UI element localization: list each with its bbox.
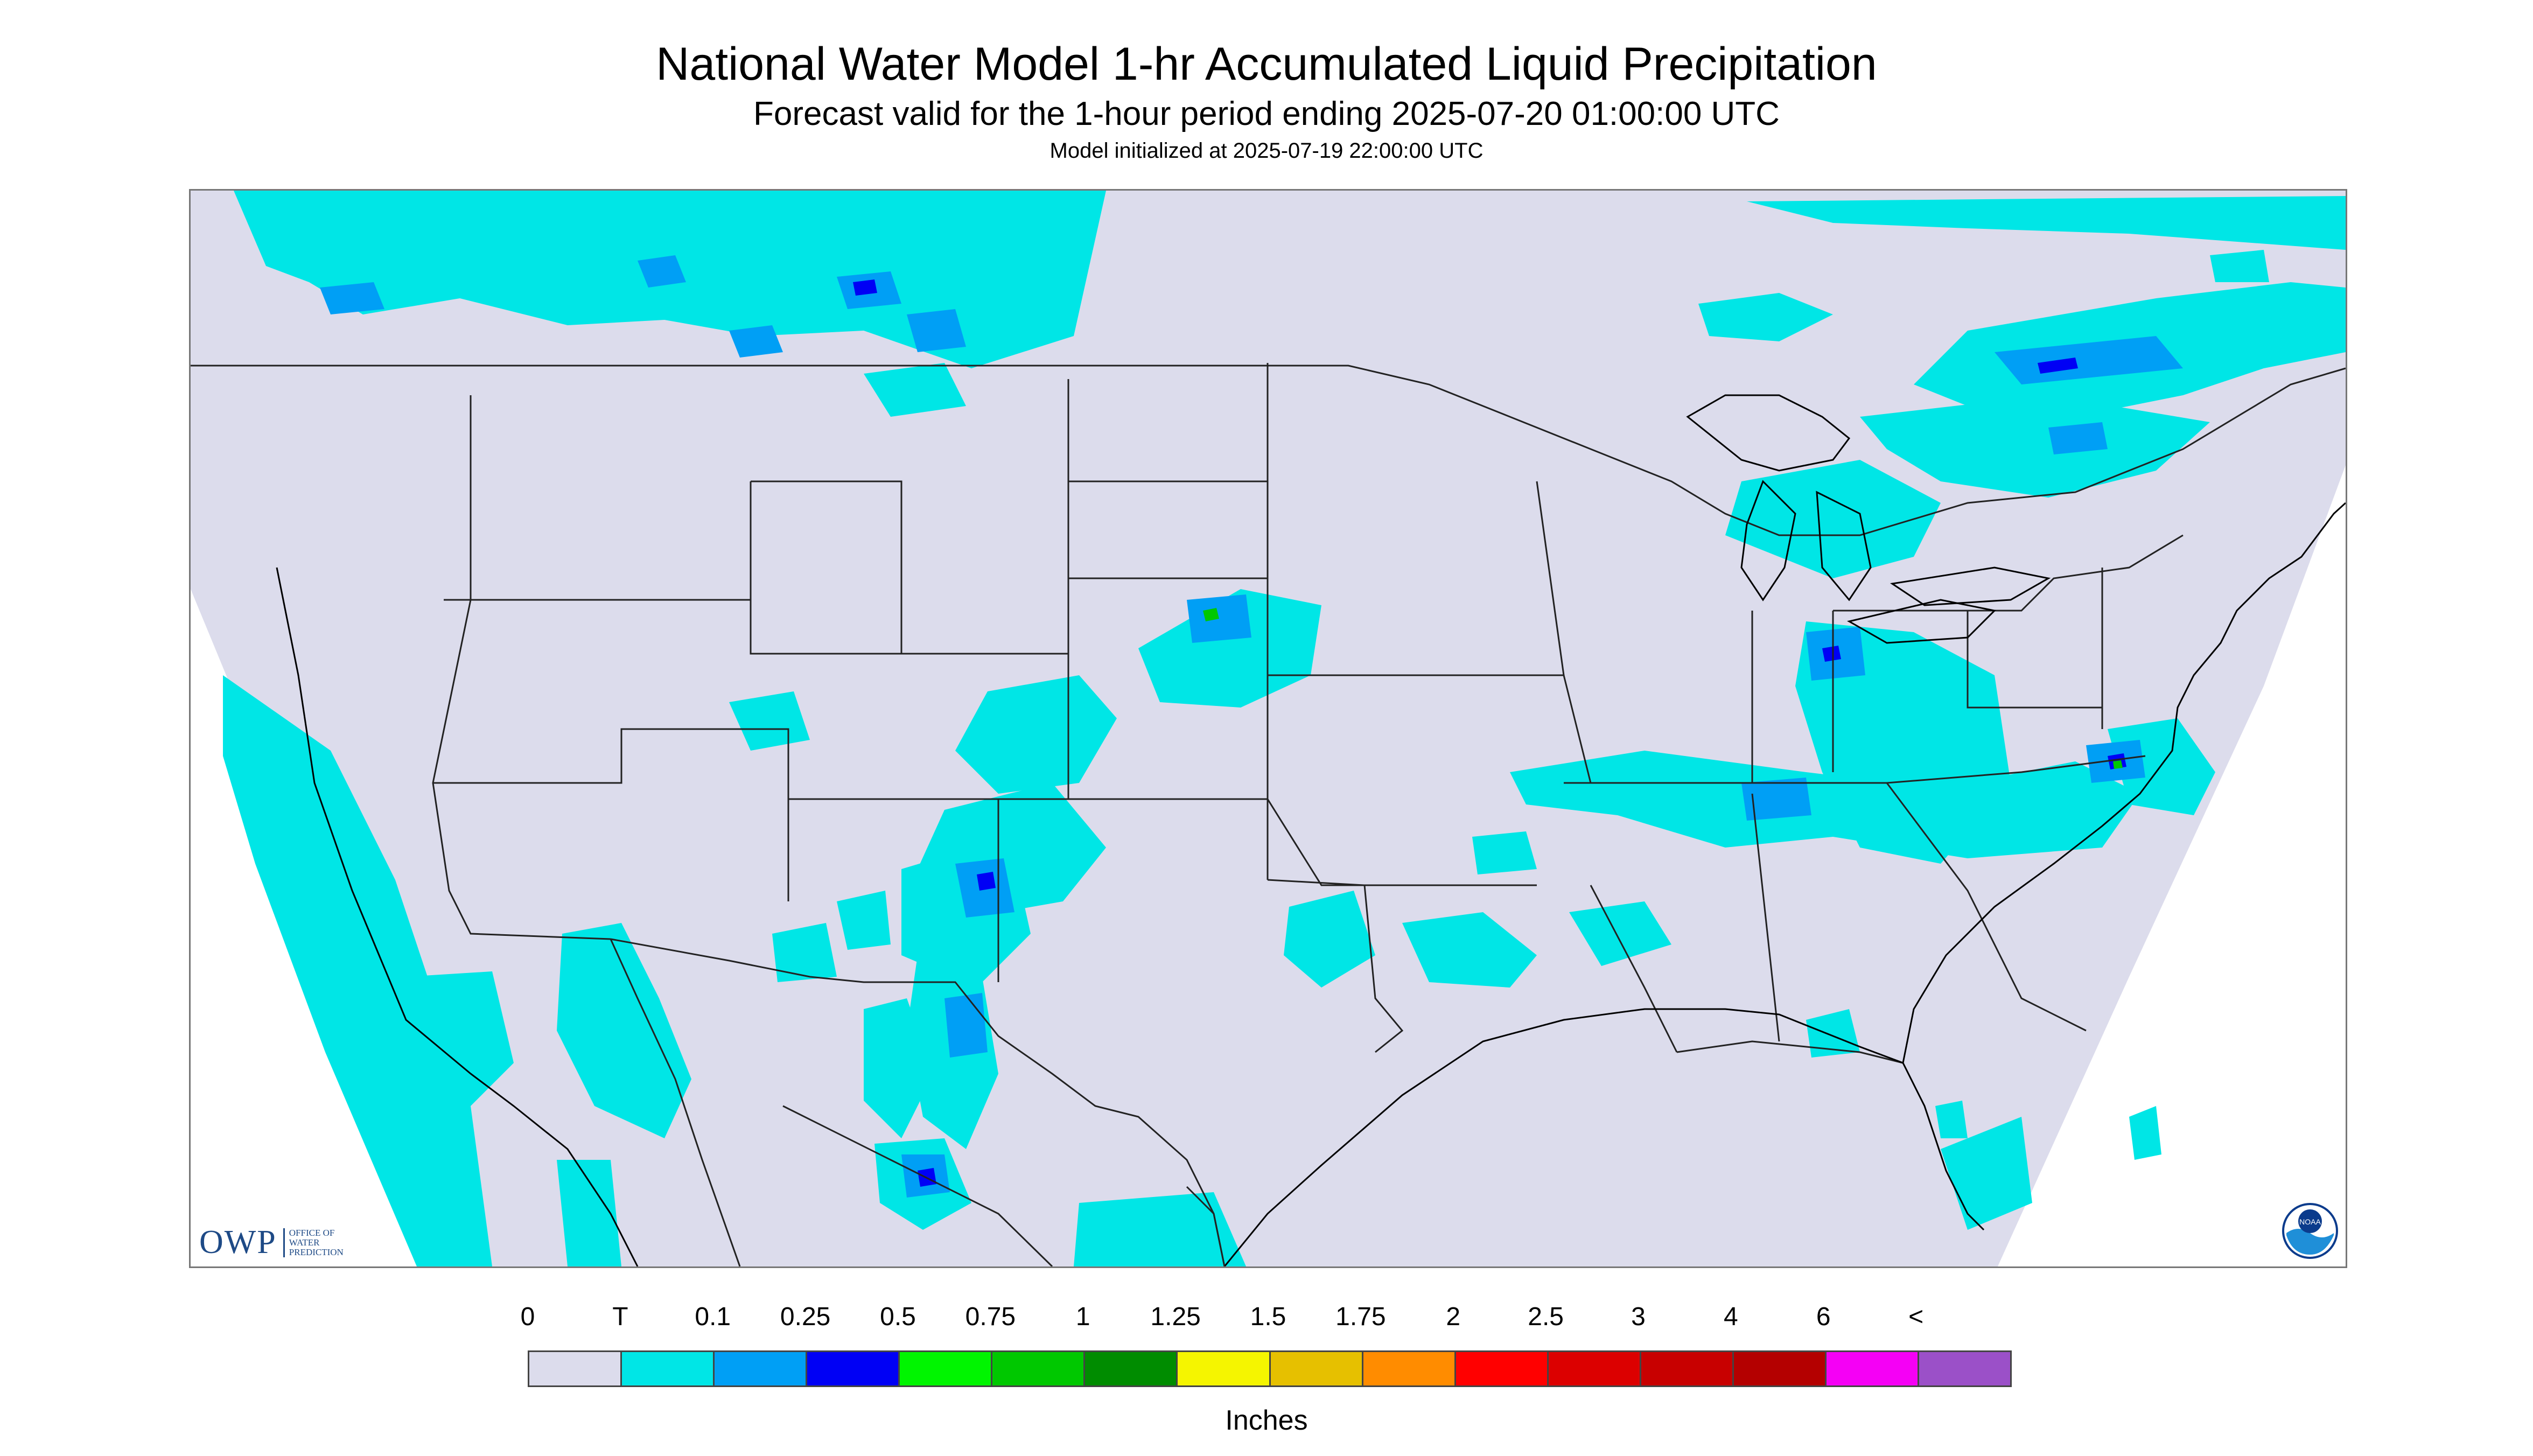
legend-label: 1 xyxy=(1075,1303,1090,1331)
map-title: National Water Model 1-hr Accumulated Li… xyxy=(656,38,1877,90)
legend-cell-4 xyxy=(900,1352,993,1385)
owp-logo: OWP OFFICE OF WATER PREDICTION xyxy=(199,1223,365,1262)
mexico-boundaries xyxy=(610,939,1226,1266)
legend-cell-8 xyxy=(1270,1352,1363,1385)
legend-cell-6 xyxy=(1085,1352,1178,1385)
owp-logo-text: OWP xyxy=(199,1224,277,1261)
legend-units: Inches xyxy=(1225,1405,1308,1436)
legend-cell-0 xyxy=(529,1352,622,1385)
legend-cell-12 xyxy=(1641,1352,1734,1385)
legend-label: 1.75 xyxy=(1335,1303,1386,1331)
precip-moderate-areas xyxy=(320,255,2183,1198)
legend-label: 3 xyxy=(1631,1303,1646,1331)
legend-cell-11 xyxy=(1548,1352,1641,1385)
legend-label: T xyxy=(612,1303,628,1331)
domain-mask-right xyxy=(1997,465,2346,1266)
map-subtitle: Forecast valid for the 1-hour period end… xyxy=(753,95,1780,132)
noaa-logo-text: NOAA xyxy=(2299,1217,2321,1226)
legend-labels: 0 T 0.1 0.25 0.5 0.75 1 1.25 1.5 1.75 2 2.5 3 4 6 < xyxy=(521,1302,2009,1334)
owp-logo-subtext: OFFICE OF WATER PREDICTION xyxy=(283,1228,365,1257)
legend-label: < xyxy=(1908,1303,1924,1331)
legend-label: 1.5 xyxy=(1250,1303,1286,1331)
legend-color-bar xyxy=(528,1350,2012,1387)
legend-cell-5 xyxy=(992,1352,1086,1385)
legend-label: 2.5 xyxy=(1528,1303,1564,1331)
legend-label: 0.75 xyxy=(965,1303,1016,1331)
legend-label: 6 xyxy=(1816,1303,1831,1331)
legend-label: 0.5 xyxy=(880,1303,916,1331)
legend-cell-15 xyxy=(1919,1352,2010,1385)
legend-cell-1 xyxy=(622,1352,715,1385)
legend-label: 4 xyxy=(1724,1303,1738,1331)
legend-label: 2 xyxy=(1446,1303,1461,1331)
legend-label: 1.25 xyxy=(1150,1303,1201,1331)
domain-mask-left xyxy=(191,191,471,1266)
legend-label: 0.1 xyxy=(695,1303,731,1331)
precip-extreme-areas xyxy=(1203,608,2123,769)
political-boundaries xyxy=(191,363,2346,1266)
legend-cell-13 xyxy=(1733,1352,1827,1385)
legend-cell-9 xyxy=(1363,1352,1456,1385)
legend-label: 0 xyxy=(520,1303,535,1331)
legend-cell-7 xyxy=(1178,1352,1271,1385)
model-init-text: Model initialized at 2025-07-19 22:00:00… xyxy=(1049,139,1484,163)
legend-label: 0.25 xyxy=(780,1303,831,1331)
legend-cell-14 xyxy=(1826,1352,1919,1385)
legend-cell-10 xyxy=(1456,1352,1549,1385)
noaa-logo-icon: NOAA xyxy=(2282,1203,2338,1259)
map-canvas xyxy=(191,191,2346,1266)
precipitation-map[interactable] xyxy=(189,189,2347,1268)
coastlines xyxy=(276,394,2346,1266)
legend-cell-3 xyxy=(807,1352,900,1385)
legend-cell-2 xyxy=(715,1352,808,1385)
